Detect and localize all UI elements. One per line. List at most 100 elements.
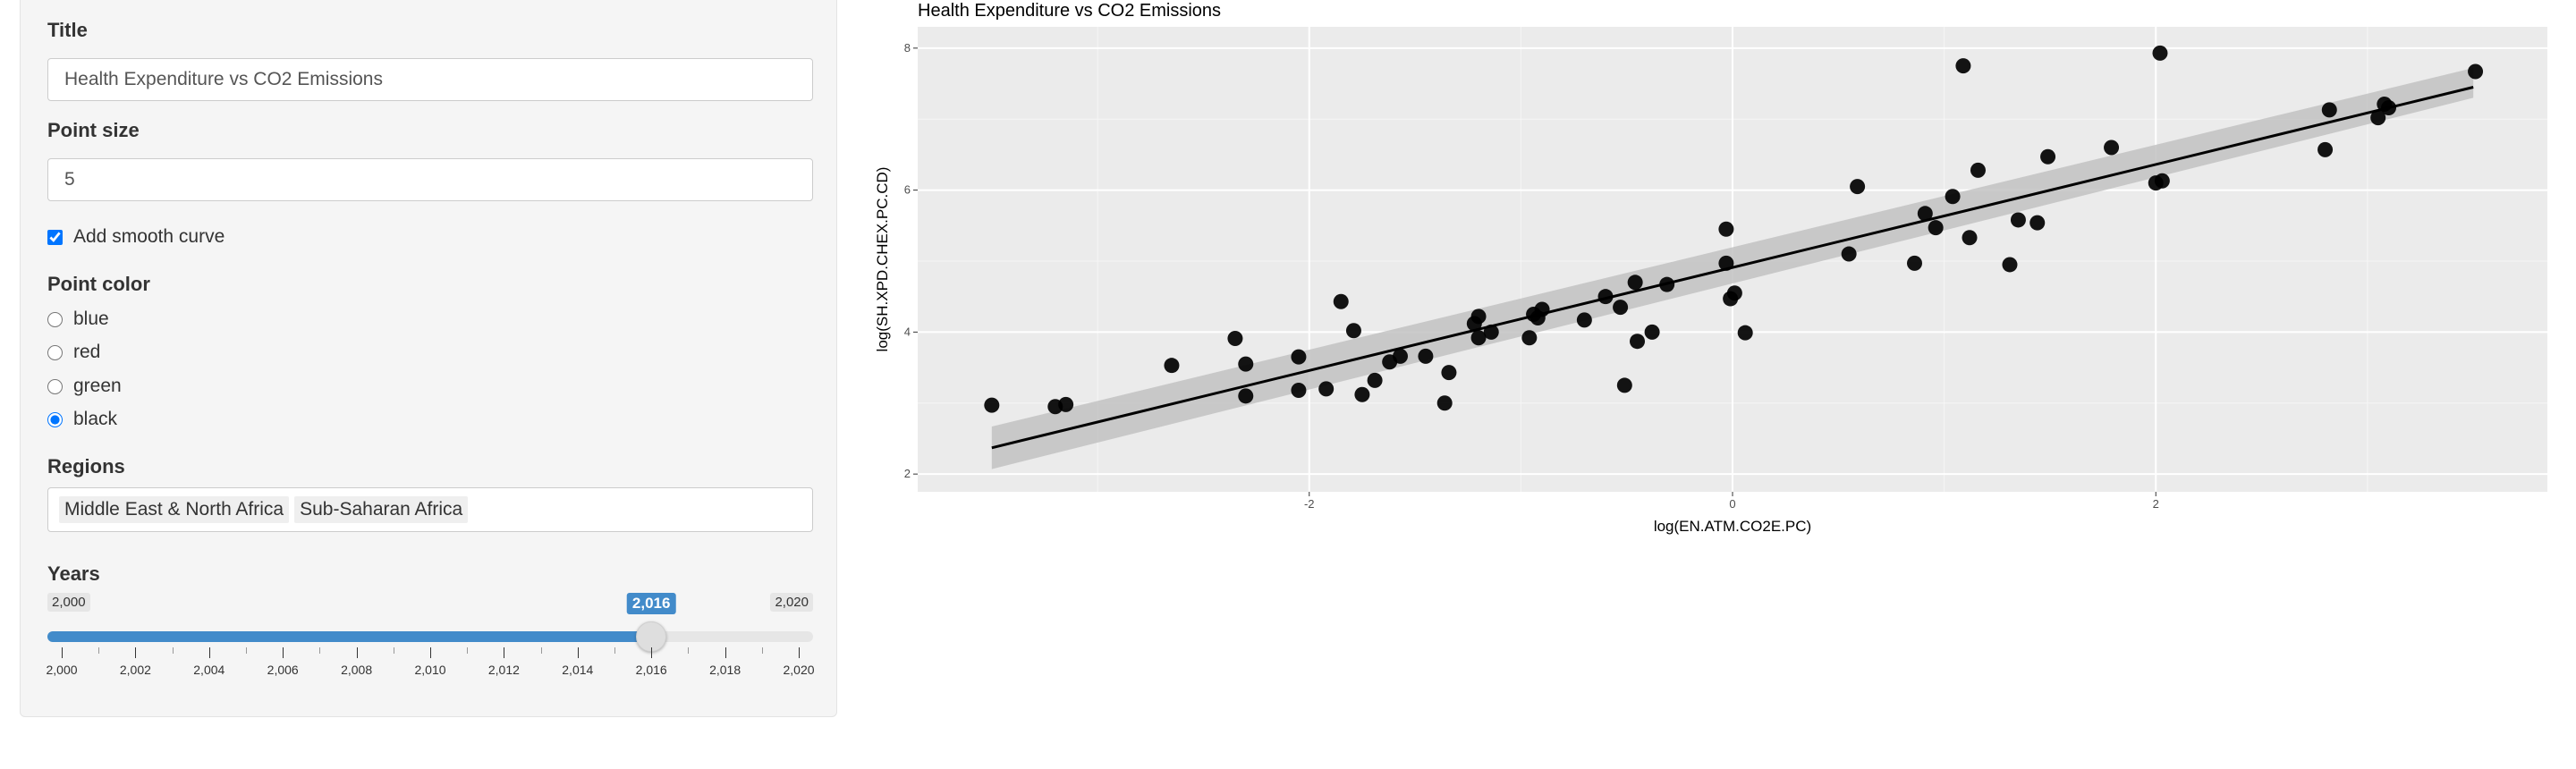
slider-tick-label: 2,002	[119, 663, 151, 677]
data-point	[1644, 324, 1660, 340]
slider-tick	[651, 647, 653, 658]
color-radio-red[interactable]	[47, 344, 63, 360]
data-point	[1418, 348, 1434, 364]
slider-tick	[208, 647, 210, 658]
data-point	[2029, 215, 2046, 231]
slider-max-label: 2,020	[770, 593, 813, 612]
regions-select[interactable]: Middle East & North Africa Sub-Saharan A…	[47, 487, 813, 532]
slider-tick	[577, 647, 579, 658]
data-point	[2104, 139, 2120, 156]
data-point	[1164, 358, 1180, 374]
data-point	[1470, 308, 1487, 325]
y-tick-label: 2	[904, 467, 911, 480]
slider-tick-label: 2,000	[46, 663, 78, 677]
data-point	[1928, 220, 1944, 236]
slider-tick	[62, 647, 63, 658]
y-tick-label: 8	[904, 41, 911, 55]
data-point	[1718, 221, 1734, 237]
point-size-input[interactable]	[47, 158, 813, 201]
data-point	[1850, 179, 1866, 195]
scatter-plot: Health Expenditure vs CO2 Emissions -2 0 2…	[877, 1, 2547, 535]
slider-minor-tick	[761, 647, 763, 654]
slider-tick	[430, 647, 431, 658]
region-chip[interactable]: Sub-Saharan Africa	[294, 496, 469, 523]
color-option-label: blue	[73, 308, 109, 329]
data-point	[1345, 323, 1361, 339]
slider-track[interactable]	[47, 631, 813, 642]
years-label: Years	[47, 562, 100, 585]
smooth-checkbox-option[interactable]: Add smooth curve	[47, 226, 225, 248]
slider-tick	[283, 647, 284, 658]
color-radio-blue[interactable]	[47, 311, 63, 327]
slider-value-label: 2,016	[626, 593, 676, 614]
slider-tick	[799, 647, 800, 658]
slider-tick-label: 2,020	[783, 663, 815, 677]
slider-minor-tick	[614, 647, 615, 654]
x-tick-label: 2	[2153, 497, 2159, 511]
slider-fill	[47, 631, 652, 642]
color-radio-black[interactable]	[47, 411, 63, 427]
smooth-checkbox-label: Add smooth curve	[73, 226, 225, 247]
smooth-checkbox[interactable]	[47, 229, 63, 245]
data-point	[2010, 212, 2026, 228]
data-point	[1616, 377, 1632, 393]
data-point	[1436, 395, 1453, 411]
data-point	[1970, 162, 1986, 178]
slider-tick-label: 2,018	[709, 663, 741, 677]
data-point	[1470, 330, 1487, 346]
color-option-red[interactable]: red	[47, 342, 100, 363]
data-point	[1906, 255, 1922, 271]
color-radio-green[interactable]	[47, 378, 63, 394]
color-option-label: black	[73, 409, 118, 429]
point-size-label: Point size	[47, 119, 140, 141]
data-point	[1058, 396, 1074, 412]
title-label: Title	[47, 19, 88, 41]
data-point	[2318, 141, 2334, 157]
data-point	[1318, 381, 1335, 397]
data-point	[2002, 257, 2018, 273]
slider-minor-tick	[540, 647, 542, 654]
y-axis-title: log(SH.XPD.CHEX.PC.CD)	[877, 167, 891, 352]
slider-minor-tick	[98, 647, 100, 654]
color-option-label: red	[73, 342, 101, 362]
x-tick-label: -2	[1304, 497, 1315, 511]
title-input[interactable]	[47, 58, 813, 101]
data-point	[1630, 334, 1646, 350]
slider-tick-label: 2,016	[635, 663, 667, 677]
slider-handle[interactable]	[636, 621, 667, 652]
data-point	[1962, 230, 1978, 246]
color-option-blue[interactable]: blue	[47, 308, 109, 330]
slider-tick-label: 2,014	[562, 663, 594, 677]
point-color-label: Point color	[47, 273, 150, 295]
data-point	[2468, 63, 2484, 80]
color-option-black[interactable]: black	[47, 409, 117, 430]
slider-minor-tick	[246, 647, 247, 654]
data-point	[2154, 173, 2170, 189]
data-point	[1726, 285, 1742, 301]
data-point	[1917, 206, 1933, 222]
data-point	[2370, 110, 2386, 126]
data-point	[1367, 372, 1383, 388]
slider-tick	[724, 647, 726, 658]
data-point	[1354, 386, 1370, 402]
chart-title: Health Expenditure vs CO2 Emissions	[918, 1, 1221, 21]
data-point	[1841, 246, 1857, 262]
data-point	[1945, 189, 1961, 205]
data-point	[1227, 331, 1243, 347]
slider-tick-label: 2,006	[267, 663, 299, 677]
y-tick-label: 6	[904, 183, 911, 197]
data-point	[2321, 102, 2337, 118]
region-chip[interactable]: Middle East & North Africa	[59, 496, 290, 523]
data-point	[1441, 365, 1457, 381]
data-point	[1576, 312, 1592, 328]
color-option-label: green	[73, 376, 122, 396]
slider-tick	[135, 647, 137, 658]
data-point	[1627, 275, 1643, 291]
slider-tick	[356, 647, 358, 658]
data-point	[1613, 300, 1629, 316]
data-point	[1737, 325, 1753, 341]
x-tick-label: 0	[1729, 497, 1735, 511]
data-point	[1333, 293, 1349, 309]
slider-minor-tick	[172, 647, 174, 654]
color-option-green[interactable]: green	[47, 376, 122, 397]
